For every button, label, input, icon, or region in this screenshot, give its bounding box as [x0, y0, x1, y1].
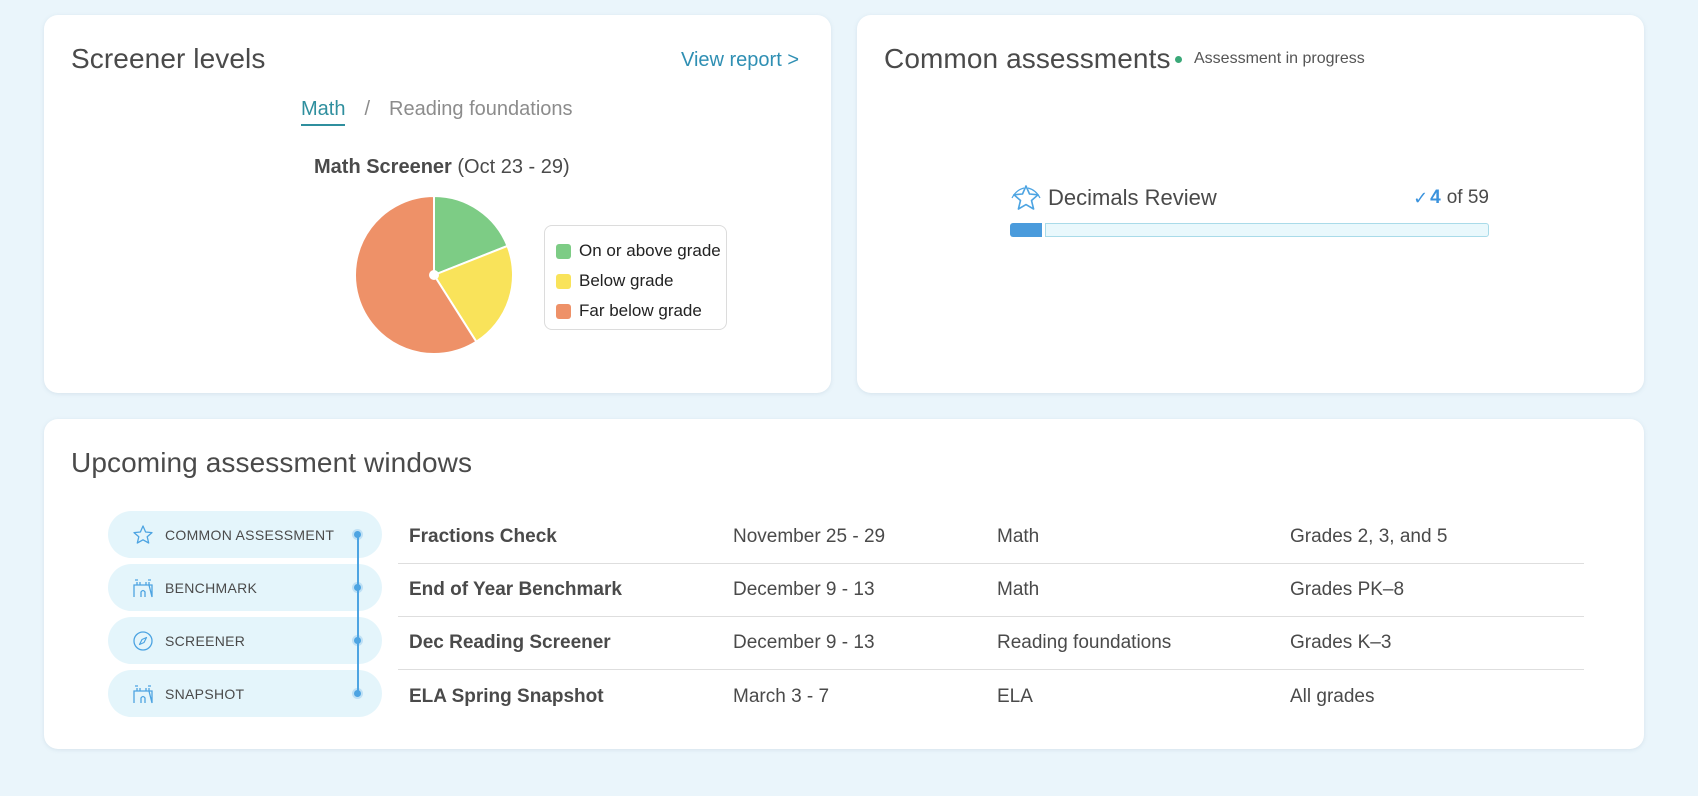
common-assessments-card: Common assessments Assessment in progres…: [857, 15, 1644, 393]
common-assessments-title: Common assessments: [884, 43, 1171, 74]
legend-swatch-yellow: [556, 273, 571, 289]
legend-item-below: Below grade: [556, 266, 726, 296]
subject-cell: Math: [997, 579, 1040, 600]
grades-cell: Grades 2, 3, and 5: [1290, 526, 1448, 547]
tab-reading-foundations[interactable]: Reading foundations: [389, 98, 573, 120]
chart-title-bold: Math Screener: [314, 156, 452, 178]
type-pill-label: COMMON ASSESSMENT: [165, 526, 335, 543]
castle-icon: [133, 578, 153, 597]
tab-separator: /: [364, 98, 371, 120]
type-pill-common-assessment[interactable]: COMMON ASSESSMENT: [108, 511, 382, 558]
chart-title-dates: (Oct 23 - 29): [451, 156, 570, 178]
screener-levels-title: Screener levels: [71, 43, 266, 74]
date-cell: December 9 - 13: [733, 632, 875, 653]
type-pill-screener[interactable]: SCREENER: [108, 617, 382, 664]
type-pill-label: SCREENER: [165, 632, 246, 649]
subject-tabs: Math / Reading foundations: [301, 98, 573, 126]
tab-math[interactable]: Math: [301, 98, 346, 126]
date-cell: March 3 - 7: [733, 685, 830, 707]
legend-label: On or above grade: [579, 241, 721, 260]
pie-center-dot: [429, 270, 439, 280]
subject-cell: ELA: [997, 685, 1033, 707]
date-cell: November 25 - 29: [733, 526, 886, 547]
assessment-item-decimals-review[interactable]: Decimals Review ✓ 4 of 59: [1010, 181, 1489, 237]
status-dot-icon: [1175, 55, 1182, 63]
legend-item-far-below: Far below grade: [556, 296, 726, 326]
check-icon: ✓: [1413, 187, 1429, 208]
subject-cell: Reading foundations: [997, 632, 1172, 653]
chart-legend: On or above grade Below grade Far below …: [544, 225, 727, 330]
upcoming-assessments-title: Upcoming assessment windows: [71, 447, 473, 478]
view-report-link[interactable]: View report >: [680, 49, 799, 71]
type-pill-label: SNAPSHOT: [165, 685, 245, 702]
progress-bar-track: [1045, 223, 1489, 237]
upcoming-assessments-card: Upcoming assessment windows COMMON ASSES…: [44, 419, 1644, 749]
completed-count: 4: [1430, 187, 1441, 208]
screener-levels-card: Screener levels View report > Math / Readi…: [44, 15, 831, 393]
legend-swatch-green: [556, 243, 571, 259]
type-pill-label: BENCHMARK: [165, 579, 258, 596]
status-badge: Assessment in progress: [1175, 50, 1365, 68]
progress-bar-fill: [1010, 223, 1042, 237]
assessment-name-cell: Dec Reading Screener: [409, 632, 611, 653]
date-cell: December 9 - 13: [733, 579, 875, 600]
assessment-name-cell: End of Year Benchmark: [409, 579, 622, 600]
grades-cell: All grades: [1290, 685, 1375, 707]
grades-cell: Grades K–3: [1290, 632, 1392, 653]
star-badge-icon: [133, 524, 153, 544]
assessment-name: Decimals Review: [1048, 185, 1217, 210]
legend-swatch-orange: [556, 303, 571, 319]
assessment-name-cell: ELA Spring Snapshot: [409, 685, 604, 707]
type-pill-benchmark[interactable]: BENCHMARK: [108, 564, 382, 611]
status-badge-label: Assessment in progress: [1194, 50, 1365, 67]
type-pill-snapshot[interactable]: SNAPSHOT: [108, 670, 382, 717]
progress-bar: [1010, 223, 1489, 237]
screener-pie-chart: [354, 194, 514, 355]
completion-count: ✓ 4 of 59: [1413, 187, 1489, 209]
assessment-type-list: COMMON ASSESSMENT BENCHMARK SCREENER: [108, 511, 404, 723]
star-badge-icon: [1011, 185, 1041, 210]
pie-slice-below-grade[interactable]: [432, 244, 514, 344]
total-count: of 59: [1446, 187, 1489, 208]
timeline-dot: [354, 531, 361, 538]
timeline-line: [357, 535, 359, 695]
chart-title: Math Screener (Oct 23 - 29): [314, 156, 570, 179]
castle-icon: [133, 684, 153, 703]
pie-slice-far-below-grade[interactable]: [354, 194, 478, 355]
assessment-name-cell: Fractions Check: [409, 526, 557, 547]
subject-cell: Math: [997, 526, 1040, 547]
legend-label: Far below grade: [579, 301, 702, 320]
legend-item-on-or-above: On or above grade: [556, 236, 726, 266]
table-row[interactable]: Fractions Check November 25 - 29 Math Gr…: [398, 511, 1584, 564]
legend-label: Below grade: [579, 271, 674, 290]
grades-cell: Grades PK–8: [1290, 579, 1405, 600]
pie-slice-on-or-above-grade[interactable]: [433, 194, 509, 277]
table-row[interactable]: End of Year Benchmark December 9 - 13 Ma…: [398, 564, 1584, 617]
table-row[interactable]: Dec Reading Screener December 9 - 13 Rea…: [398, 617, 1584, 670]
upcoming-assessments-table: Fractions Check November 25 - 29 Math Gr…: [398, 511, 1584, 723]
compass-icon: [133, 630, 153, 651]
table-row[interactable]: ELA Spring Snapshot March 3 - 7 ELA All …: [398, 670, 1584, 723]
